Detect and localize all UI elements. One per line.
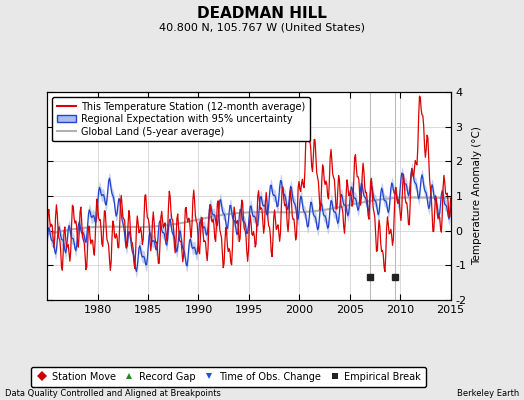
Y-axis label: Temperature Anomaly (°C): Temperature Anomaly (°C) <box>472 126 482 266</box>
Text: Data Quality Controlled and Aligned at Breakpoints: Data Quality Controlled and Aligned at B… <box>5 389 221 398</box>
Text: DEADMAN HILL: DEADMAN HILL <box>197 6 327 21</box>
Legend: Station Move, Record Gap, Time of Obs. Change, Empirical Break: Station Move, Record Gap, Time of Obs. C… <box>31 367 426 387</box>
Text: Berkeley Earth: Berkeley Earth <box>456 389 519 398</box>
Text: 40.800 N, 105.767 W (United States): 40.800 N, 105.767 W (United States) <box>159 22 365 32</box>
